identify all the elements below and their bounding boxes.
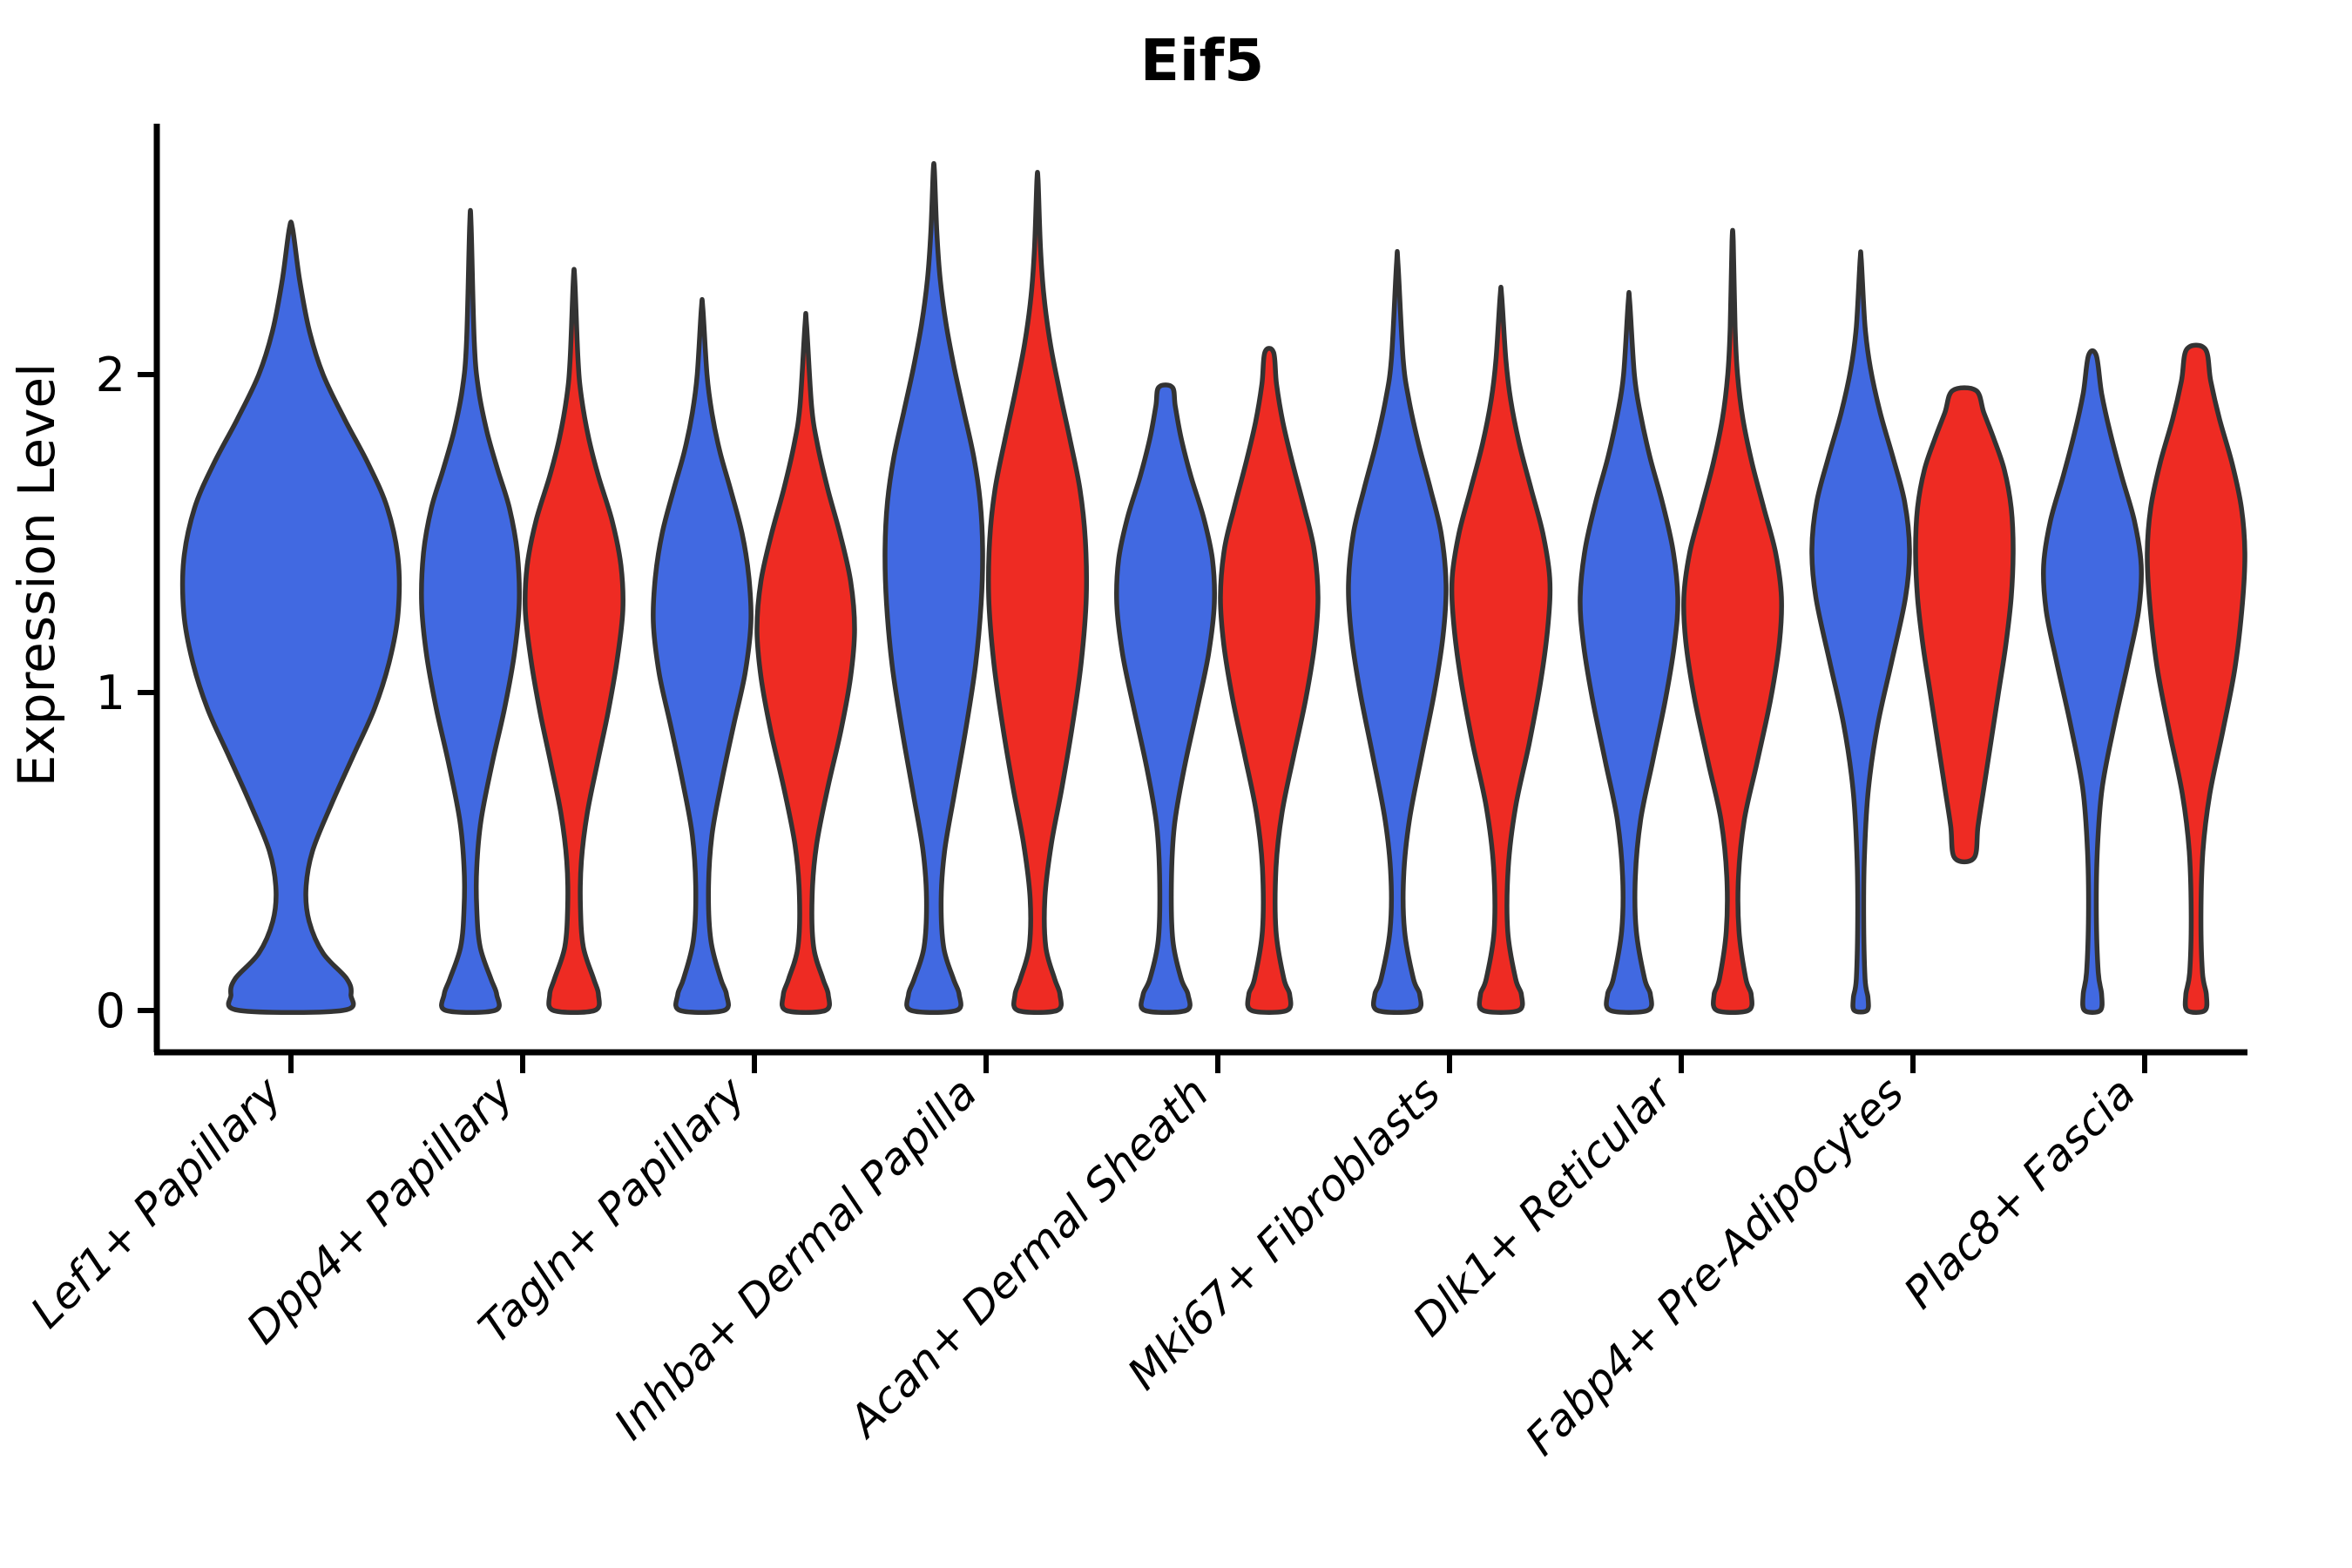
violin-dpp4-papillary-blue [419,207,522,1015]
x-tick-label: Plac8+ Fascia [1895,1067,2146,1318]
violin-plac8-fascia-red [2145,342,2247,1015]
violin-acan-dermal-sheath-blue [1114,382,1217,1015]
violin-dlk1-reticular-red [1681,227,1784,1015]
plot-title: Eif5 [1140,27,1264,94]
y-axis-label: Expression Level [7,363,66,787]
violin-acan-dermal-sheath-red [1218,346,1321,1015]
violin-inhba-dermal-papilla-red [985,170,1090,1015]
y-tick-label: 1 [96,666,125,720]
x-tick-label: Fabp4+ Pre-Adipocytes [1516,1067,1914,1465]
violin-lef1-papillary-blue [179,220,402,1015]
violin-tagln-papillary-red [754,311,857,1015]
violin-fabp4-pre-adipocytes-blue [1809,249,1912,1015]
violin-mki67-fibroblasts-blue [1346,248,1449,1015]
violin-plac8-fascia-blue [2041,348,2144,1015]
x-tick-label: Lef1+ Papillary [21,1066,292,1337]
violin-mki67-fibroblasts-red [1449,284,1553,1015]
violin-dpp4-papillary-red [523,267,625,1015]
violin-tagln-papillary-blue [651,297,754,1015]
violin-fabp4-pre-adipocytes-red [1913,385,2016,865]
violin-dlk1-reticular-blue [1578,289,1680,1015]
y-tick-label: 0 [96,983,125,1038]
violin-inhba-dermal-papilla-blue [882,160,985,1015]
y-tick-label: 2 [96,348,125,402]
